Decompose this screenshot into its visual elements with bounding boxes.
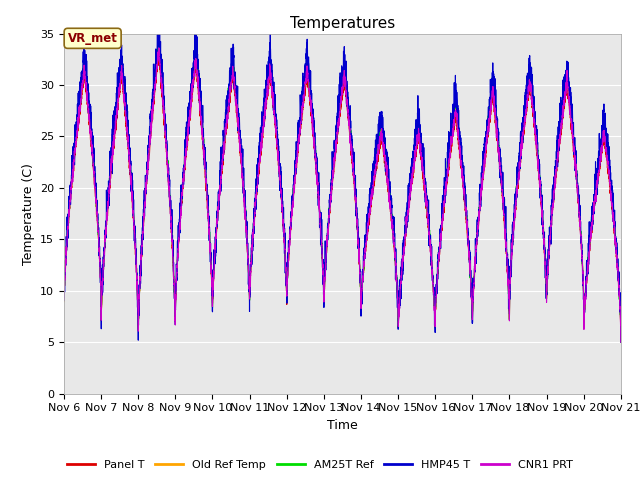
CNR1 PRT: [499, 193, 507, 199]
AM25T Ref: [155, 36, 163, 42]
AM25T Ref: [467, 283, 475, 288]
Panel T: [499, 198, 507, 204]
CNR1 PRT: [161, 115, 168, 120]
HMP45 T: [161, 100, 168, 106]
Line: AM25T Ref: AM25T Ref: [64, 39, 621, 342]
Panel T: [436, 240, 444, 246]
Y-axis label: Temperature (C): Temperature (C): [22, 163, 35, 264]
CNR1 PRT: [617, 339, 625, 345]
AM25T Ref: [161, 107, 168, 112]
HMP45 T: [617, 339, 625, 345]
Old Ref Temp: [499, 198, 507, 204]
Panel T: [617, 339, 625, 345]
Old Ref Temp: [60, 299, 68, 304]
CNR1 PRT: [60, 297, 68, 302]
Panel T: [616, 308, 624, 313]
HMP45 T: [60, 298, 68, 303]
Line: Old Ref Temp: Old Ref Temp: [64, 45, 621, 342]
Old Ref Temp: [155, 42, 163, 48]
Text: VR_met: VR_met: [68, 32, 118, 45]
Panel T: [322, 258, 330, 264]
AM25T Ref: [436, 231, 444, 237]
HMP45 T: [322, 262, 330, 268]
Line: Panel T: Panel T: [64, 54, 621, 342]
CNR1 PRT: [616, 306, 624, 312]
X-axis label: Time: Time: [327, 419, 358, 432]
AM25T Ref: [617, 339, 625, 345]
CNR1 PRT: [322, 260, 330, 266]
HMP45 T: [154, 31, 162, 36]
Title: Temperatures: Temperatures: [290, 16, 395, 31]
AM25T Ref: [322, 255, 330, 261]
CNR1 PRT: [467, 293, 475, 299]
HMP45 T: [436, 232, 444, 238]
HMP45 T: [616, 306, 624, 312]
Legend: Panel T, Old Ref Temp, AM25T Ref, HMP45 T, CNR1 PRT: Panel T, Old Ref Temp, AM25T Ref, HMP45 …: [63, 456, 577, 474]
CNR1 PRT: [436, 235, 444, 241]
Old Ref Temp: [617, 339, 625, 345]
CNR1 PRT: [155, 45, 163, 51]
AM25T Ref: [60, 294, 68, 300]
Old Ref Temp: [467, 285, 475, 291]
Line: CNR1 PRT: CNR1 PRT: [64, 48, 621, 342]
Line: HMP45 T: HMP45 T: [64, 34, 621, 342]
AM25T Ref: [616, 303, 624, 309]
Panel T: [161, 122, 168, 128]
HMP45 T: [499, 169, 507, 175]
HMP45 T: [467, 286, 475, 291]
Old Ref Temp: [322, 263, 330, 268]
Old Ref Temp: [616, 309, 624, 315]
Old Ref Temp: [161, 113, 168, 119]
Panel T: [467, 289, 475, 295]
Panel T: [155, 51, 163, 57]
Panel T: [60, 295, 68, 300]
AM25T Ref: [499, 190, 507, 196]
Old Ref Temp: [436, 235, 444, 241]
